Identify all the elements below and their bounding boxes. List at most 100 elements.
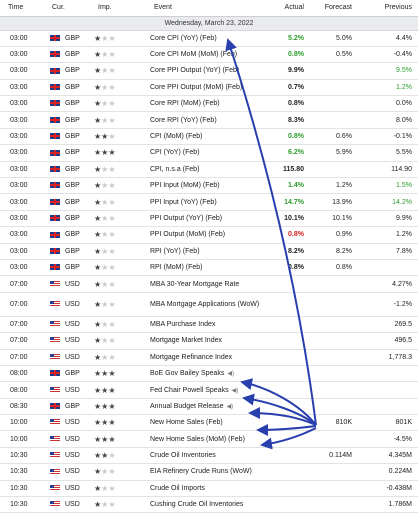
- table-row[interactable]: 08:00 GBP ★★★ BoE Gov Bailey Speaks ◀): [0, 365, 418, 383]
- table-row[interactable]: 03:00 GBP ★★★ PPI Output (YoY) (Feb) 10.1% 10…: [0, 210, 418, 228]
- row-previous: 0.224M: [358, 463, 418, 481]
- event-name[interactable]: MBA Mortgage Applications (WoW): [150, 300, 260, 308]
- event-name[interactable]: Annual Budget Release: [150, 402, 224, 410]
- row-event[interactable]: Crude Oil Imports: [146, 480, 270, 498]
- event-name[interactable]: Fed Chair Powell Speaks: [150, 386, 229, 394]
- header-currency[interactable]: Cur.: [44, 0, 90, 17]
- table-row[interactable]: 03:00 GBP ★★★ PPI Output (MoM) (Feb) 0.8% 0.9…: [0, 226, 418, 244]
- row-event[interactable]: New Home Sales (Feb): [146, 414, 270, 432]
- row-event[interactable]: Mortgage Refinance Index: [146, 349, 270, 366]
- row-event[interactable]: PPI Input (MoM) (Feb): [146, 177, 270, 195]
- event-name[interactable]: PPI Output (MoM) (Feb): [150, 231, 226, 239]
- row-event[interactable]: MBA Purchase Index: [146, 316, 270, 334]
- row-event[interactable]: CPI (MoM) (Feb): [146, 128, 270, 146]
- row-event[interactable]: Crude Oil Inventories: [146, 447, 270, 465]
- row-previous: 1.5%: [358, 177, 418, 195]
- event-name[interactable]: RPI (YoY) (Feb): [150, 247, 200, 255]
- header-forecast[interactable]: Forecast: [310, 0, 358, 17]
- table-row[interactable]: 07:00 USD ★★★ MBA 30-Year Mortgage Rate 4.27…: [0, 275, 418, 293]
- table-row[interactable]: 03:00 GBP ★★★ RPI (YoY) (Feb) 8.2% 8.2% 7.8%: [0, 243, 418, 260]
- event-name[interactable]: Core RPI (MoM) (Feb): [150, 100, 220, 108]
- event-name[interactable]: PPI Output (YoY) (Feb): [150, 214, 223, 222]
- event-name[interactable]: EIA Refinery Crude Runs (WoW): [150, 468, 252, 476]
- table-row[interactable]: 10:30 USD ★★★ Crude Oil Inventories 0.114M 4.…: [0, 447, 418, 465]
- table-row[interactable]: 03:00 GBP ★★★ Core RPI (MoM) (Feb) 0.8% 0.0%: [0, 95, 418, 113]
- event-name[interactable]: New Home Sales (MoM) (Feb): [150, 435, 245, 443]
- header-actual[interactable]: Actual: [270, 0, 310, 17]
- event-name[interactable]: Core PPI Output (YoY) (Feb): [150, 67, 240, 75]
- table-row[interactable]: 07:00 USD ★★★ Mortgage Refinance Index 1,778…: [0, 349, 418, 366]
- row-event[interactable]: CPI (YoY) (Feb): [146, 144, 270, 162]
- row-event[interactable]: PPI Output (MoM) (Feb): [146, 226, 270, 244]
- event-name[interactable]: MBA 30-Year Mortgage Rate: [150, 280, 240, 288]
- table-row[interactable]: 08:00 USD ★★★ Fed Chair Powell Speaks ◀): [0, 381, 418, 399]
- header-time[interactable]: Time: [0, 0, 44, 17]
- table-row[interactable]: 07:00 USD ★★★ Mortgage Market Index 496.5: [0, 332, 418, 350]
- event-name[interactable]: RPI (MoM) (Feb): [150, 264, 203, 272]
- table-row[interactable]: 03:00 GBP ★★★ CPI (YoY) (Feb) 6.2% 5.9% 5.5%: [0, 144, 418, 162]
- row-event[interactable]: BoE Gov Bailey Speaks ◀): [146, 365, 270, 383]
- row-event[interactable]: Annual Budget Release ◀): [146, 398, 270, 416]
- row-event[interactable]: Fed Chair Powell Speaks ◀): [146, 381, 270, 399]
- row-event[interactable]: Core RPI (MoM) (Feb): [146, 95, 270, 113]
- row-event[interactable]: Mortgage Market Index: [146, 332, 270, 350]
- table-row[interactable]: 10:30 USD ★★★ EIA Refinery Crude Runs (WoW)…: [0, 463, 418, 481]
- row-event[interactable]: CPI, n.s.a (Feb): [146, 161, 270, 179]
- event-name[interactable]: Core RPI (YoY) (Feb): [150, 116, 217, 124]
- table-row[interactable]: 10:00 USD ★★★ New Home Sales (MoM) (Feb) -4.…: [0, 430, 418, 448]
- event-name[interactable]: Core CPI (YoY) (Feb): [150, 34, 217, 42]
- table-row[interactable]: 03:00 GBP ★★★ RPI (MoM) (Feb) 0.8% 0.8%: [0, 259, 418, 277]
- row-event[interactable]: EIA Refinery Crude Runs (WoW): [146, 463, 270, 481]
- event-name[interactable]: CPI (MoM) (Feb): [150, 133, 203, 141]
- event-name[interactable]: CPI, n.s.a (Feb): [150, 165, 200, 173]
- event-name[interactable]: Core PPI Output (MoM) (Feb): [150, 83, 243, 91]
- event-name[interactable]: Mortgage Refinance Index: [150, 353, 233, 361]
- event-name[interactable]: PPI Input (YoY) (Feb): [150, 198, 217, 206]
- table-row[interactable]: 03:00 GBP ★★★ CPI, n.s.a (Feb) 115.80 114.90: [0, 161, 418, 179]
- table-row[interactable]: 08:30 GBP ★★★ Annual Budget Release ◀): [0, 398, 418, 416]
- event-name[interactable]: MBA Purchase Index: [150, 320, 216, 328]
- event-name[interactable]: Crude Oil Inventories: [150, 452, 216, 460]
- star-icon: ★: [101, 99, 109, 109]
- table-row[interactable]: 07:00 USD ★★★ MBA Mortgage Applications (Wo…: [0, 292, 418, 317]
- row-event[interactable]: RPI (YoY) (Feb): [146, 243, 270, 260]
- table-row[interactable]: 03:00 GBP ★★★ PPI Input (YoY) (Feb) 14.7% 13.…: [0, 193, 418, 211]
- event-name[interactable]: PPI Input (MoM) (Feb): [150, 182, 220, 190]
- row-event[interactable]: Cushing Crude Oil Inventories: [146, 496, 270, 514]
- event-name[interactable]: CPI (YoY) (Feb): [150, 149, 200, 157]
- row-event[interactable]: Core RPI (YoY) (Feb): [146, 111, 270, 129]
- table-row[interactable]: 07:00 USD ★★★ MBA Purchase Index 269.5: [0, 316, 418, 334]
- row-event[interactable]: MBA 30-Year Mortgage Rate: [146, 275, 270, 293]
- table-row[interactable]: 03:00 GBP ★★★ Core PPI Output (MoM) (Feb) 0.…: [0, 79, 418, 97]
- row-event[interactable]: Core PPI Output (YoY) (Feb): [146, 62, 270, 80]
- table-row[interactable]: 10:30 USD ★★★ Cushing Crude Oil Inventories…: [0, 496, 418, 514]
- table-row[interactable]: 10:00 USD ★★★ New Home Sales (Feb) 810K 801K: [0, 414, 418, 432]
- row-event[interactable]: Core PPI Output (MoM) (Feb): [146, 79, 270, 97]
- row-event[interactable]: Core CPI MoM (MoM) (Feb): [146, 46, 270, 64]
- table-row[interactable]: 03:00 GBP ★★★ Core RPI (YoY) (Feb) 8.3% 8.0%: [0, 111, 418, 129]
- table-row[interactable]: 03:00 GBP ★★★ Core CPI MoM (MoM) (Feb) 0.8% 0…: [0, 46, 418, 64]
- row-event[interactable]: Core CPI (YoY) (Feb): [146, 30, 270, 47]
- event-name[interactable]: New Home Sales (Feb): [150, 419, 223, 427]
- row-event[interactable]: PPI Output (YoY) (Feb): [146, 210, 270, 228]
- row-event[interactable]: PPI Input (YoY) (Feb): [146, 193, 270, 211]
- event-name[interactable]: BoE Gov Bailey Speaks: [150, 370, 225, 378]
- table-row[interactable]: 03:00 GBP ★★★ PPI Input (MoM) (Feb) 1.4% 1.2%…: [0, 177, 418, 195]
- table-row[interactable]: 03:00 GBP ★★★ Core CPI (YoY) (Feb) 5.2% 5.0% 4…: [0, 30, 418, 47]
- row-forecast: [310, 111, 358, 129]
- speaker-icon: ◀): [227, 371, 234, 378]
- table-row[interactable]: 03:00 GBP ★★★ Core PPI Output (YoY) (Feb) 9.…: [0, 62, 418, 80]
- row-event[interactable]: New Home Sales (MoM) (Feb): [146, 430, 270, 448]
- header-event[interactable]: Event: [146, 0, 270, 17]
- table-row[interactable]: 10:30 USD ★★★ Crude Oil Imports -0.438M: [0, 480, 418, 498]
- table-row[interactable]: 03:00 GBP ★★★ CPI (MoM) (Feb) 0.8% 0.6% -0.1%: [0, 128, 418, 146]
- event-name[interactable]: Crude Oil Imports: [150, 484, 205, 492]
- header-previous[interactable]: Previous: [358, 0, 418, 17]
- currency-code: GBP: [65, 402, 80, 410]
- row-event[interactable]: MBA Mortgage Applications (WoW): [146, 292, 270, 317]
- header-importance[interactable]: Imp.: [90, 0, 146, 17]
- event-name[interactable]: Cushing Crude Oil Inventories: [150, 501, 244, 509]
- row-event[interactable]: RPI (MoM) (Feb): [146, 259, 270, 277]
- event-name[interactable]: Mortgage Market Index: [150, 337, 222, 345]
- event-name[interactable]: Core CPI MoM (MoM) (Feb): [150, 51, 238, 59]
